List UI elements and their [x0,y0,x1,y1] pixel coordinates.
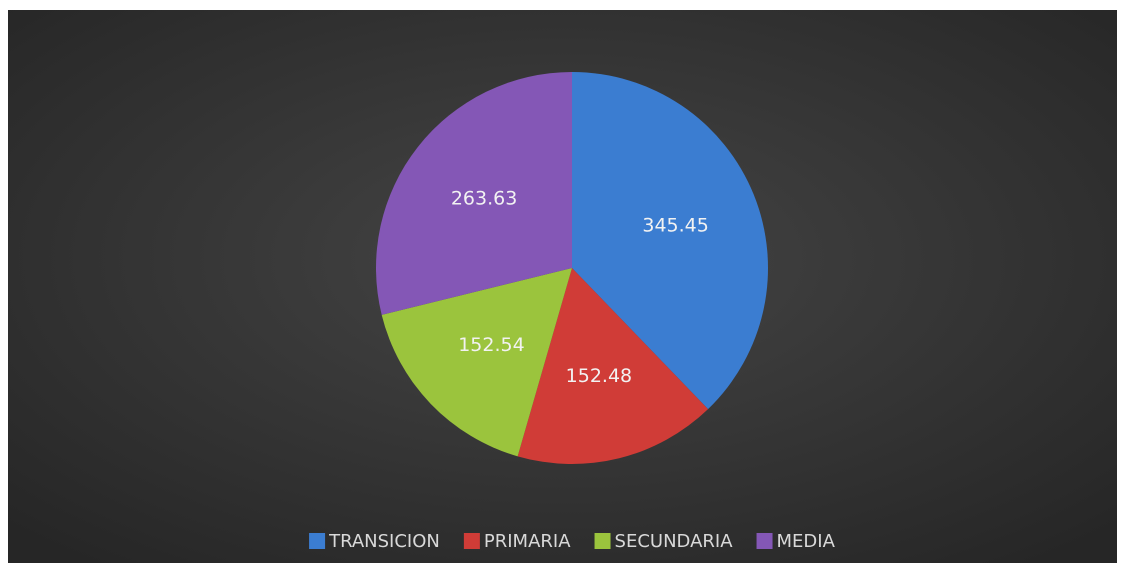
legend-swatch [756,533,773,549]
legend-swatch [309,533,326,549]
legend: TRANSICION PRIMARIA SECUNDARIA MEDIA [309,531,836,552]
legend-swatch [594,533,611,549]
data-labels: 345.45 152.48 152.54 263.63 [451,188,709,387]
pie-slice [381,268,572,457]
pie-slice [572,72,768,410]
legend-label: SECUNDARIA [615,531,734,552]
legend-label: PRIMARIA [484,531,571,552]
pie-slice [517,268,709,465]
data-label: 152.48 [566,365,632,387]
pie [376,72,768,465]
data-label: 152.54 [458,334,524,356]
pie-slice [376,72,572,315]
legend-label: TRANSICION [328,531,440,552]
legend-label: MEDIA [777,531,836,552]
data-label: 263.63 [451,188,517,210]
legend-swatch [463,533,480,549]
data-label: 345.45 [642,215,708,237]
